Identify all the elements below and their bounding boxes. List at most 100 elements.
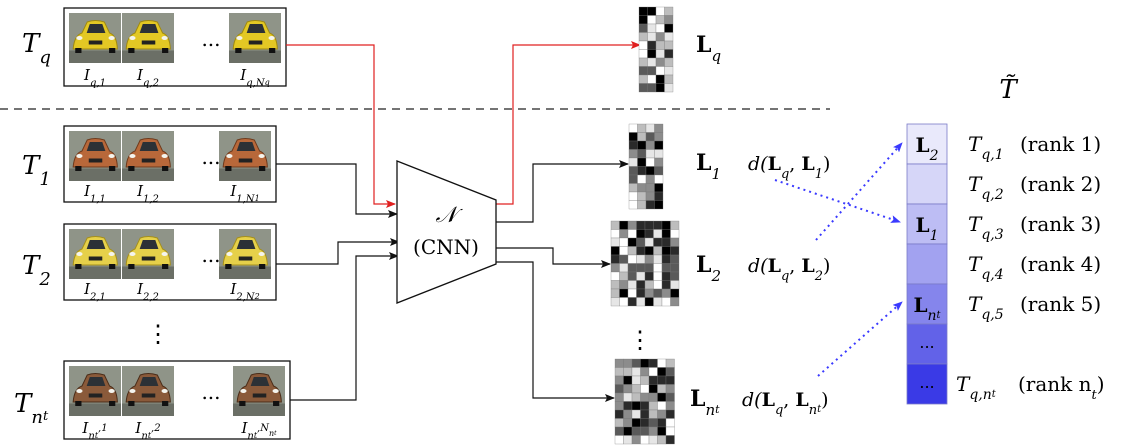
feature-cell: [628, 123, 638, 133]
feature-cell: [665, 392, 675, 402]
feature-cell: [637, 140, 647, 150]
feature-cell: [614, 392, 624, 402]
feature-cell: [670, 254, 680, 264]
rank-row-4: Tq,4 (rank 4): [906, 243, 1101, 285]
feature-cell: [644, 297, 654, 307]
feature-cell: [645, 191, 655, 201]
feature-label-1: L1: [696, 150, 721, 183]
feature-cell: [670, 220, 680, 230]
feature-cell: [664, 6, 674, 16]
track-2-image-1-label: I2,1: [83, 280, 106, 303]
feature-cell: [614, 418, 624, 428]
feature-cell: [670, 297, 680, 307]
feature-cell: [610, 297, 620, 307]
feature-cell: [614, 401, 624, 411]
feature-cell: [665, 375, 675, 385]
feature-cell: [644, 280, 654, 290]
feature-cell: [638, 15, 648, 25]
rank-row-3: L1 Tq,3 (rank 3): [906, 203, 1101, 245]
feature-cell: [647, 49, 657, 59]
feature-cell: [619, 271, 629, 281]
distance-label-2: d(Lq, L2): [748, 255, 830, 284]
feature-cell: [648, 367, 658, 377]
feature-cell: [631, 392, 641, 402]
feature-cell: [637, 191, 647, 201]
track-nt: Tnt Int,1 Int,2 Int,Nnt...: [14, 360, 291, 442]
feature-cell: [637, 149, 647, 159]
feature-cell: [664, 23, 674, 33]
feature-cell: [640, 384, 650, 394]
feature-cell: [657, 358, 667, 368]
assign-l1-to-rank3: [774, 179, 901, 223]
feature-cell: [647, 83, 657, 93]
feature-cell: [645, 157, 655, 167]
feature-cell: [645, 140, 655, 150]
feature-cell: [664, 49, 674, 59]
feature-cell: [657, 384, 667, 394]
rank-cell: [906, 363, 948, 405]
feature-cell: [627, 263, 637, 273]
track-1-label: T1: [22, 151, 51, 190]
feature-cell: [640, 375, 650, 385]
feature-cell: [655, 57, 665, 67]
feature-cell: [647, 57, 657, 67]
feature-cell: [654, 149, 664, 159]
distance-label-1: d(Lq, L1): [748, 153, 830, 182]
ranked-list-title: T̃: [999, 74, 1018, 105]
feature-cell: [655, 83, 665, 93]
track-2: T2 I2,1 I2,2 I2,N2...: [22, 223, 277, 303]
feature-cell: [610, 271, 620, 281]
feature-cell: [636, 254, 646, 264]
feature-cell: [664, 74, 674, 84]
feature-label-nt: Lnt: [690, 386, 720, 419]
feature-label-q: Lq: [696, 32, 721, 65]
feature-cell: [654, 132, 664, 142]
feature-cell: [653, 254, 663, 264]
feature-cell: [645, 149, 655, 159]
ranking-assignment-arrows: [774, 142, 903, 377]
feature-cell: [653, 280, 663, 290]
feature-cell: [648, 392, 658, 402]
feature-cell: [627, 229, 637, 239]
feature-cell: [619, 237, 629, 247]
feature-cell: [636, 246, 646, 256]
rank-row-track-label: Tq,nt: [956, 372, 997, 403]
track-q-image-3: [229, 13, 281, 63]
feature-cell: [628, 149, 638, 159]
feature-cell: [657, 392, 667, 402]
feature-cell: [647, 74, 657, 84]
feature-cell: [638, 6, 648, 16]
feature-cell: [653, 288, 663, 298]
feature-cell: [647, 15, 657, 25]
rank-row-track-label: Tq,1: [968, 132, 1004, 163]
feature-cell: [631, 426, 641, 436]
feature-maps: Lq L1 L2 Lnt: [610, 6, 721, 445]
feature-cell: [670, 229, 680, 239]
feature-cell: [661, 297, 671, 307]
feature-cell: [637, 166, 647, 176]
track-nt-label: Tnt: [14, 389, 49, 428]
rank-cell-label: Lnt: [913, 293, 941, 324]
feature-cell: [638, 57, 648, 67]
feature-cell: [645, 183, 655, 193]
feature-cell: [623, 401, 633, 411]
feature-cell: [665, 367, 675, 377]
feature-cell: [644, 229, 654, 239]
feature-cell: [665, 358, 675, 368]
feature-cell: [638, 74, 648, 84]
feature-cell: [619, 220, 629, 230]
track-2-image-2-label: I2,2: [136, 280, 159, 303]
track-nt-image-2: [122, 366, 174, 416]
track-1-image-1-label: I1,1: [83, 182, 106, 205]
feature-cell: [638, 83, 648, 93]
feature-cell: [636, 263, 646, 273]
feature-cell: [655, 74, 665, 84]
feature-cell: [644, 271, 654, 281]
feature-cell: [614, 375, 624, 385]
feature-cell: [648, 435, 658, 445]
ranked-list: L2 Tq,1 (rank 1) Tq,2 (rank 2) L1 Tq,3 (rank 3)…: [906, 123, 1105, 405]
track-1-image-3: [219, 131, 271, 181]
feature-cell: [654, 157, 664, 167]
track-1-ellipsis: ...: [201, 145, 220, 169]
feature-cell: [631, 384, 641, 394]
